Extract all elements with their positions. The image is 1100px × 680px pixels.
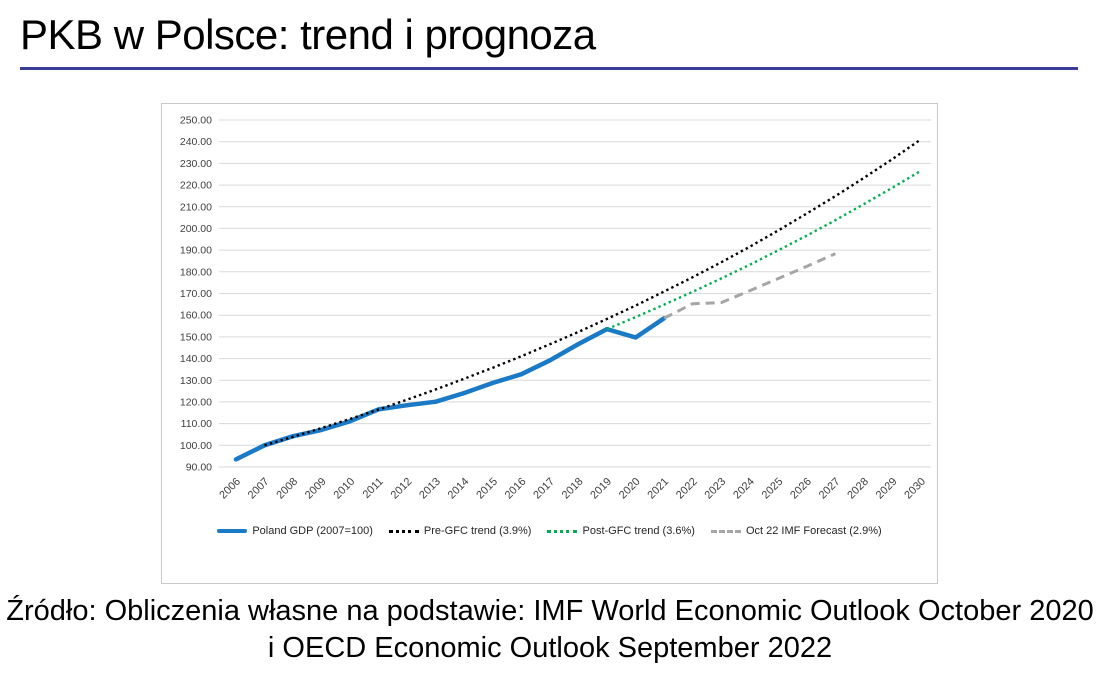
page-title: PKB w Polsce: trend i prognoza (20, 11, 596, 58)
legend-item: Oct 22 IMF Forecast (2.9%) (710, 525, 882, 537)
x-tick-label: 2016 (503, 476, 529, 502)
x-tick-label: 2023 (703, 476, 729, 502)
source-note-line1: Źródło: Obliczenia własne na podstawie: … (6, 595, 1094, 627)
gdp-line-chart: 250.00 240.00 230.00 220.00 210.00 200.00 190.… (180, 115, 931, 502)
source-note: Źródło: Obliczenia własne na podstawie: … (0, 593, 1100, 667)
title-underline (20, 67, 1078, 70)
x-tick-label: 2028 (845, 476, 871, 502)
series-line-dotted (606, 169, 922, 331)
y-tick-label: 90.00 (186, 462, 212, 474)
legend-marker-solid (217, 529, 248, 533)
x-tick-label: 2011 (361, 476, 386, 501)
y-tick-label: 240.00 (180, 136, 212, 148)
y-tick-label: 230.00 (180, 158, 212, 170)
x-tick-label: 2021 (645, 476, 671, 502)
x-tick-label: 2022 (674, 476, 700, 502)
legend-label: Oct 22 IMF Forecast (2.9%) (745, 525, 882, 537)
y-tick-label: 110.00 (181, 418, 212, 430)
y-tick-label: 210.00 (180, 201, 212, 213)
x-tick-label: 2024 (731, 476, 757, 502)
chart-legend: Poland GDP (2007=100) Pre-GFC trend (3.9%… (162, 525, 937, 537)
x-tick-label: 2014 (446, 476, 472, 502)
y-tick-label: 180.00 (180, 266, 212, 278)
legend-item: Poland GDP (2007=100) (217, 525, 373, 537)
source-note-line2: i OECD Economic Outlook September 2022 (267, 632, 833, 664)
legend-label: Pre-GFC trend (3.9%) (423, 525, 532, 537)
x-tick-label: 2030 (902, 476, 928, 502)
x-tick-label: 2008 (274, 476, 300, 502)
x-tick-label: 2006 (217, 476, 243, 502)
x-tick-label: 2010 (332, 476, 358, 502)
x-tick-label: 2029 (874, 476, 900, 502)
y-tick-label: 190.00 (180, 245, 212, 257)
x-tick-label: 2025 (760, 476, 786, 502)
x-tick-label: 2027 (817, 476, 843, 502)
legend-label: Post-GFC trend (3.6%) (582, 525, 695, 537)
x-tick-label: 2012 (389, 476, 415, 502)
y-tick-label: 140.00 (180, 353, 212, 365)
series-line-dashed (663, 252, 837, 320)
x-tick-label: 2009 (303, 476, 329, 502)
x-tick-label: 2017 (531, 476, 557, 502)
y-tick-label: 150.00 (180, 331, 212, 343)
x-tick-label: 2007 (246, 476, 272, 502)
x-tick-label: 2018 (560, 476, 586, 502)
x-tick-label: 2019 (588, 476, 614, 502)
y-tick-label: 220.00 (180, 180, 212, 192)
x-tick-label: 2015 (474, 476, 500, 502)
x-tick-label: 2020 (617, 476, 643, 502)
legend-marker-dotted (388, 529, 419, 533)
y-tick-label: 200.00 (180, 223, 212, 235)
x-tick-label: 2013 (417, 476, 443, 502)
y-tick-label: 100.00 (180, 440, 212, 452)
y-tick-label: 170.00 (180, 288, 212, 300)
y-tick-label: 130.00 (180, 375, 212, 387)
chart-area: 250.00 240.00 230.00 220.00 210.00 200.00 190.… (161, 103, 938, 584)
legend-item: Post-GFC trend (3.6%) (547, 525, 695, 537)
legend-marker-dotted (547, 529, 578, 533)
y-tick-label: 120.00 (180, 396, 212, 408)
y-tick-label: 160.00 (180, 310, 212, 322)
series-line-solid (233, 315, 667, 462)
legend-marker-dashed (710, 529, 741, 533)
x-tick-label: 2026 (788, 476, 814, 502)
legend-item: Pre-GFC trend (3.9%) (388, 525, 532, 537)
y-tick-label: 250.00 (180, 115, 212, 127)
legend-label: Poland GDP (2007=100) (252, 525, 373, 537)
